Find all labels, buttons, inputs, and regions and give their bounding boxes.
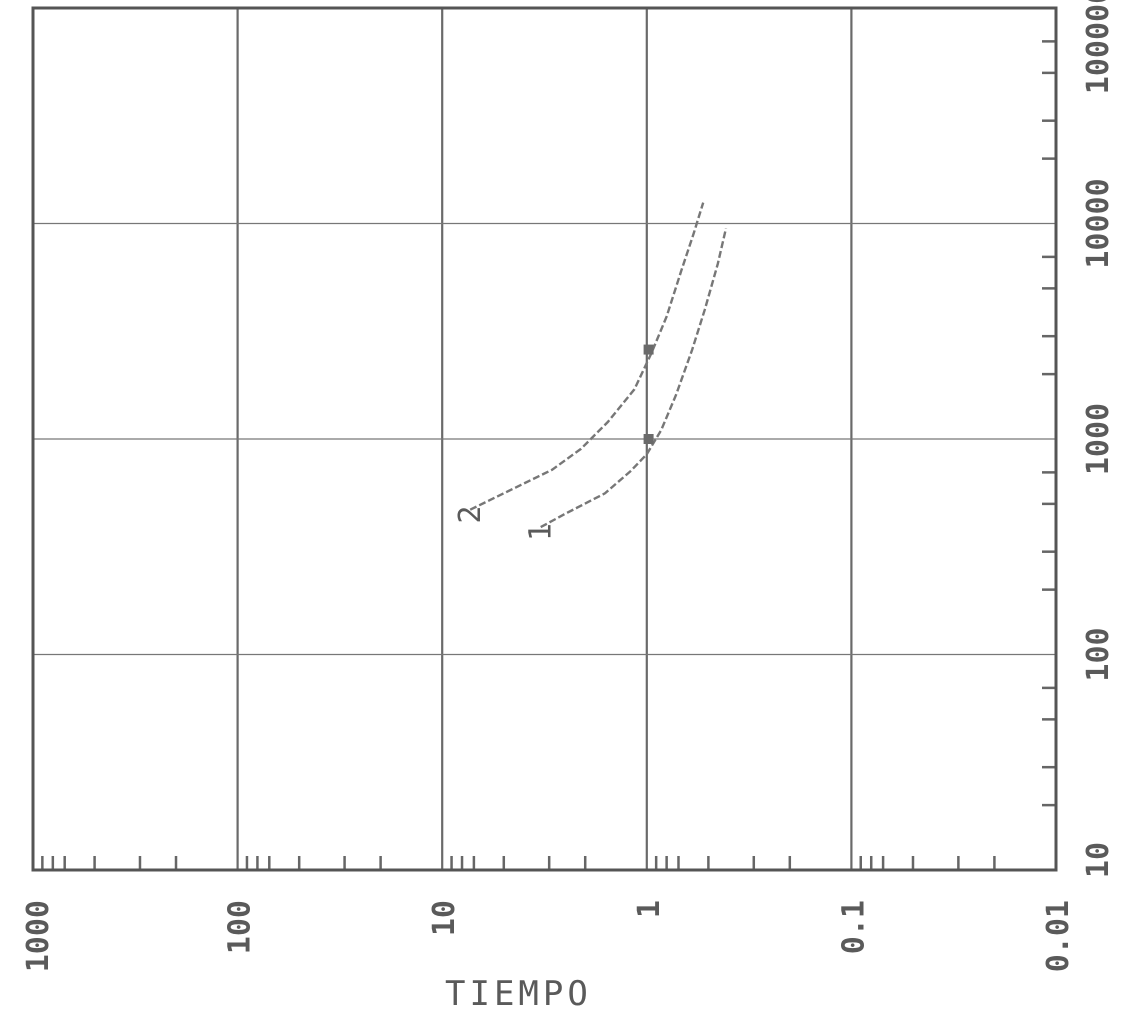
curve-2 bbox=[469, 202, 705, 511]
curve-label-1: 1 bbox=[524, 523, 559, 541]
y-tick-label: 0.01 bbox=[1041, 900, 1076, 972]
y-tick-label: 1000 bbox=[21, 900, 56, 972]
curve-label-2: 2 bbox=[453, 506, 488, 524]
y-tick-label: 100 bbox=[223, 900, 258, 954]
plot-frame bbox=[31, 6, 1058, 872]
curve-marker-2 bbox=[643, 344, 654, 355]
plot-grid bbox=[33, 8, 1056, 870]
curve-1 bbox=[540, 228, 728, 529]
x-tick-label: 100000 bbox=[1081, 0, 1116, 94]
plot-curves: 12 bbox=[453, 202, 728, 541]
curve-marker-1 bbox=[643, 434, 654, 444]
x-tick-label: 100 bbox=[1081, 627, 1116, 681]
x-tick-label: 10 bbox=[1081, 842, 1116, 878]
x-tick-label: 10000 bbox=[1081, 178, 1116, 268]
y-tick-label: 0.1 bbox=[836, 900, 871, 954]
axis-ticks bbox=[41, 40, 1056, 870]
x-tick-label: 1000 bbox=[1081, 403, 1116, 475]
x-tick-labels: 10 100 1000 10000 100000 bbox=[1081, 0, 1116, 878]
y-tick-labels: 1000 100 10 1 0.1 0.01 bbox=[21, 900, 1076, 972]
y-tick-label: 10 bbox=[427, 900, 462, 936]
y-tick-label: 1 bbox=[632, 900, 667, 918]
y-axis-title: TIEMPO bbox=[445, 974, 592, 1014]
